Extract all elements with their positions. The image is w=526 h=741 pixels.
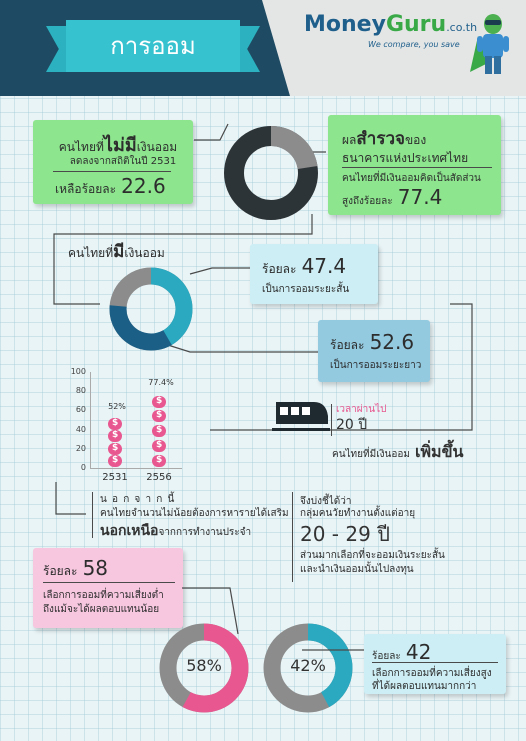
bot-survey-box: ผลสำรวจของ ธนาคารแห่งประเทศไทย คนไทยที่ม… xyxy=(328,115,501,215)
low-risk-box: ร้อยละ 58 เลือกการออมที่ความเสี่ยงต่ำ ถึ… xyxy=(33,548,183,628)
indicates-label: จึงบ่งชี้ได้ว่า xyxy=(300,496,352,507)
extra-income-desc: คนไทยจำนวนไม่น้อยต้องการหารายได้เสริม xyxy=(100,508,289,519)
bar-coin xyxy=(108,430,122,443)
time-passed-label: เวลาผ่านไป xyxy=(336,404,387,415)
bot-survey-heading: ผลสำรวจของ xyxy=(342,129,427,149)
no-savings-heading: คนไทยที่ไม่มีเงินออม xyxy=(58,135,178,156)
y-tick-label: 20 xyxy=(75,443,86,453)
bar-coin xyxy=(152,455,166,467)
low-risk-connector xyxy=(182,587,239,635)
bar-value-label: 52% xyxy=(108,402,126,412)
section3-connector xyxy=(55,482,86,515)
low-risk-desc-1: เลือกการออมที่ความเสี่ยงต่ำ xyxy=(43,590,164,601)
divider xyxy=(372,662,498,663)
y-tick-label: 100 xyxy=(70,367,86,376)
page-title: การออม xyxy=(110,32,196,60)
savings-donut-1 xyxy=(224,126,318,220)
bar-coin xyxy=(152,410,166,423)
mascot-illustration xyxy=(470,14,509,74)
high-risk-desc-2: ที่ได้ผลตอบแทนมากกว่า xyxy=(372,681,477,692)
section3-right-divider xyxy=(292,492,293,582)
no-savings-trend: ลดลงจากสถิติในปี 2531 xyxy=(69,156,177,167)
short-term-percent: ร้อยละ 47.4 xyxy=(262,254,347,278)
donut1-no-savings-segment xyxy=(224,126,318,220)
train-icon xyxy=(272,402,330,431)
savings-bar-chart: 100 80 60 40 20 0 52% 2531 77.4% 2556 xyxy=(68,367,198,483)
logo-tagline: We compare, you save xyxy=(368,40,460,49)
moneyguru-logo[interactable]: MoneyGuru.co.th xyxy=(304,12,484,52)
high-risk-donut-label: 42% xyxy=(290,656,326,675)
working-age-group: กลุ่มคนวัยทำงานตั้งแต่อายุ xyxy=(300,508,416,519)
bar-coin xyxy=(152,440,166,453)
y-axis-line xyxy=(90,372,91,468)
low-risk-donut-segment xyxy=(159,623,249,713)
divider xyxy=(43,582,175,583)
short-term-choice-desc: ส่วนมากเลือกที่จะออมเงินระยะสั้น xyxy=(300,550,445,561)
invest-desc: และนำเงินออมนั้นไปลงทุน xyxy=(300,564,414,575)
time-passed-years: 20 ปี xyxy=(336,417,368,433)
savings-increase-caption: คนไทยที่มีเงินออม เพิ่มขึ้น xyxy=(332,442,464,461)
y-tick-label: 0 xyxy=(80,463,86,472)
x-category-label: 2531 xyxy=(102,472,128,483)
additionally-label: น อ ก จ า ก นี้ xyxy=(100,494,176,505)
long-term-box: ร้อยละ 52.6 เป็นการออมระยะยาว xyxy=(318,320,430,382)
bar-coin xyxy=(108,417,122,430)
low-risk-desc-2: ถึงแม้จะได้ผลตอบแทนน้อย xyxy=(43,604,160,615)
long-term-percent: ร้อยละ 52.6 xyxy=(330,330,415,354)
train-divider xyxy=(331,404,332,436)
bar-coin xyxy=(152,395,166,408)
high-risk-percent: ร้อยละ 42 xyxy=(372,640,432,664)
x-axis-line xyxy=(90,468,182,469)
low-risk-percent: ร้อยละ 58 xyxy=(43,556,109,580)
bar-coin xyxy=(108,442,122,455)
high-risk-donut-segment xyxy=(263,623,353,713)
have-savings-heading: คนไทยที่มีเงินออม xyxy=(68,242,165,262)
low-risk-donut-label: 58% xyxy=(186,656,222,675)
age-range: 20 - 29 ปี xyxy=(300,522,390,546)
high-risk-box: ร้อยละ 42 เลือกการออมที่ความเสี่ยงสูง ที… xyxy=(364,634,506,694)
high-risk-donut xyxy=(263,623,353,713)
short-term-box: ร้อยละ 47.4 เป็นการออมระยะสั้น xyxy=(250,244,378,304)
y-tick-label: 60 xyxy=(75,405,86,415)
savings-donut-2 xyxy=(109,267,193,351)
bar-coin xyxy=(108,455,122,467)
logo-tld: .co.th xyxy=(446,21,478,34)
section3-left-divider xyxy=(92,492,93,538)
y-tick-label: 40 xyxy=(75,424,86,434)
high-risk-desc-1: เลือกการออมที่ความเสี่ยงสูง xyxy=(372,668,492,679)
bar-coin xyxy=(152,425,166,438)
bar-value-label: 77.4% xyxy=(148,377,174,387)
high-risk-connector xyxy=(302,649,366,651)
beyond-main-job: นอกเหนือจากการทำงานประจำ xyxy=(100,523,252,539)
no-savings-percent: เหลือร้อยละ 22.6 xyxy=(55,174,166,198)
short-term-desc: เป็นการออมระยะสั้น xyxy=(262,284,350,295)
no-savings-box: คนไทยที่ไม่มีเงินออม ลดลงจากสถิติในปี 25… xyxy=(33,120,193,204)
y-tick-label: 80 xyxy=(75,386,86,396)
long-term-desc: เป็นการออมระยะยาว xyxy=(330,360,422,371)
logo-money: MoneyGuru xyxy=(304,12,447,37)
bot-savings-percent: สูงถึงร้อยละ 77.4 xyxy=(342,185,443,209)
low-risk-donut xyxy=(159,623,249,713)
bot-savings-desc: คนไทยที่มีเงินออมคิดเป็นสัดส่วน xyxy=(342,173,481,184)
x-category-label: 2556 xyxy=(146,472,172,483)
title-ribbon-front xyxy=(66,20,240,72)
divider xyxy=(342,167,492,168)
bank-of-thailand-label: ธนาคารแห่งประเทศไทย xyxy=(342,151,469,165)
donut2-short-term-segment xyxy=(109,267,193,351)
divider xyxy=(53,171,171,172)
